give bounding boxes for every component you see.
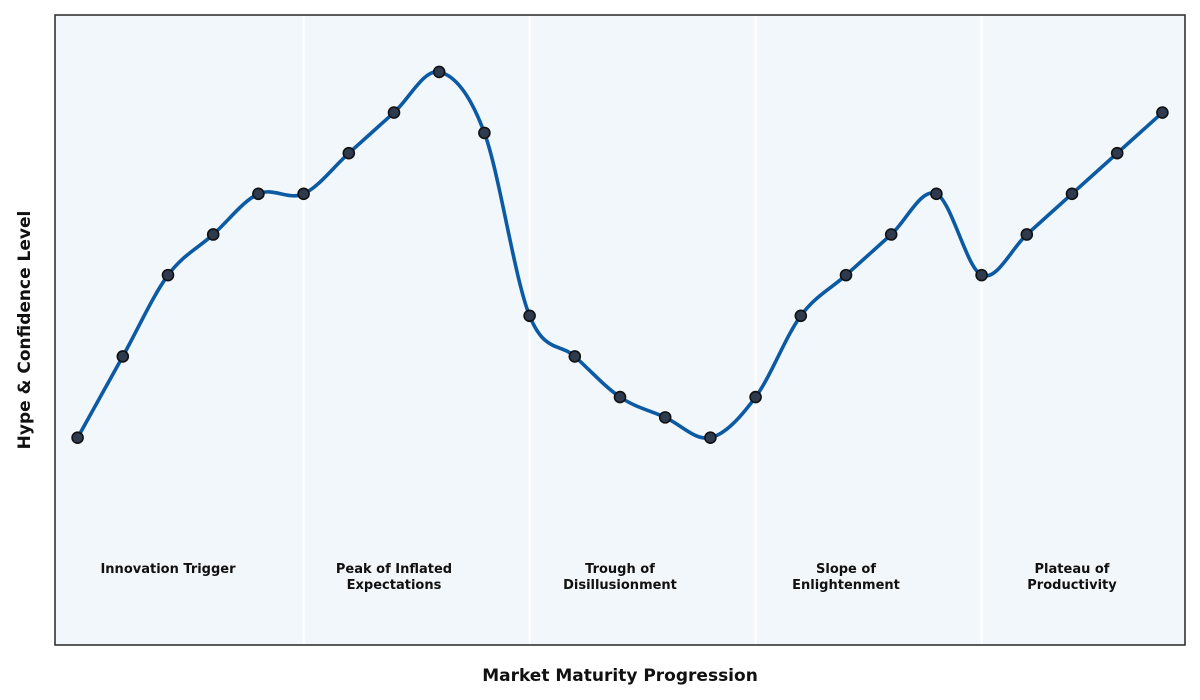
data-point-16 xyxy=(794,309,808,323)
phase-label-1-line-0: Peak of Inflated xyxy=(336,562,452,577)
data-point-14 xyxy=(704,431,717,445)
phase-label-1: Peak of Inflated Expectations xyxy=(336,562,452,593)
data-point-10 xyxy=(523,309,536,323)
phase-label-4-line-0: Plateau of xyxy=(1035,562,1110,577)
data-point-7 xyxy=(387,106,401,119)
phase-label-1-line-1: Expectations xyxy=(347,578,442,593)
phase-label-0: Innovation Trigger xyxy=(100,562,236,577)
x-axis-title: Market Maturity Progression xyxy=(482,666,758,686)
data-point-6 xyxy=(342,146,356,160)
phase-label-2-line-0: Trough of xyxy=(585,562,655,577)
plot-background xyxy=(55,15,1185,645)
data-point-12 xyxy=(613,390,627,404)
data-point-20 xyxy=(975,268,988,282)
data-point-24 xyxy=(1156,106,1169,119)
data-point-13 xyxy=(658,411,672,424)
data-point-21 xyxy=(1020,228,1034,241)
data-point-1 xyxy=(116,350,130,363)
data-point-17 xyxy=(839,268,853,282)
data-point-9 xyxy=(478,126,491,140)
data-point-4 xyxy=(252,187,265,201)
data-point-22 xyxy=(1065,187,1079,201)
y-axis-title: Hype & Confidence Level xyxy=(15,211,35,450)
phase-label-0-line-0: Innovation Trigger xyxy=(100,562,236,577)
phase-label-4: Plateau of Productivity xyxy=(1027,562,1117,593)
data-point-19 xyxy=(930,187,943,201)
data-point-23 xyxy=(1110,146,1124,160)
data-point-0 xyxy=(71,431,84,445)
data-markers xyxy=(71,65,1169,445)
phase-label-4-line-1: Productivity xyxy=(1027,578,1117,593)
phase-label-3-line-0: Slope of xyxy=(816,562,876,577)
phase-dividers xyxy=(302,15,983,645)
data-point-18 xyxy=(884,228,898,241)
data-point-8 xyxy=(432,65,446,79)
data-point-15 xyxy=(749,390,762,404)
phase-label-2-line-1: Disillusionment xyxy=(563,578,677,593)
phase-label-3: Slope of Enlightenment xyxy=(792,562,900,593)
phase-labels: Innovation Trigger Peak of Inflated Expect… xyxy=(100,562,1117,593)
data-point-3 xyxy=(206,228,220,241)
data-point-2 xyxy=(161,268,175,282)
phase-label-3-line-1: Enlightenment xyxy=(792,578,900,593)
data-point-11 xyxy=(568,350,582,363)
plot-frame xyxy=(54,14,1186,646)
phase-label-2: Trough of Disillusionment xyxy=(563,562,677,593)
data-point-5 xyxy=(297,187,310,201)
